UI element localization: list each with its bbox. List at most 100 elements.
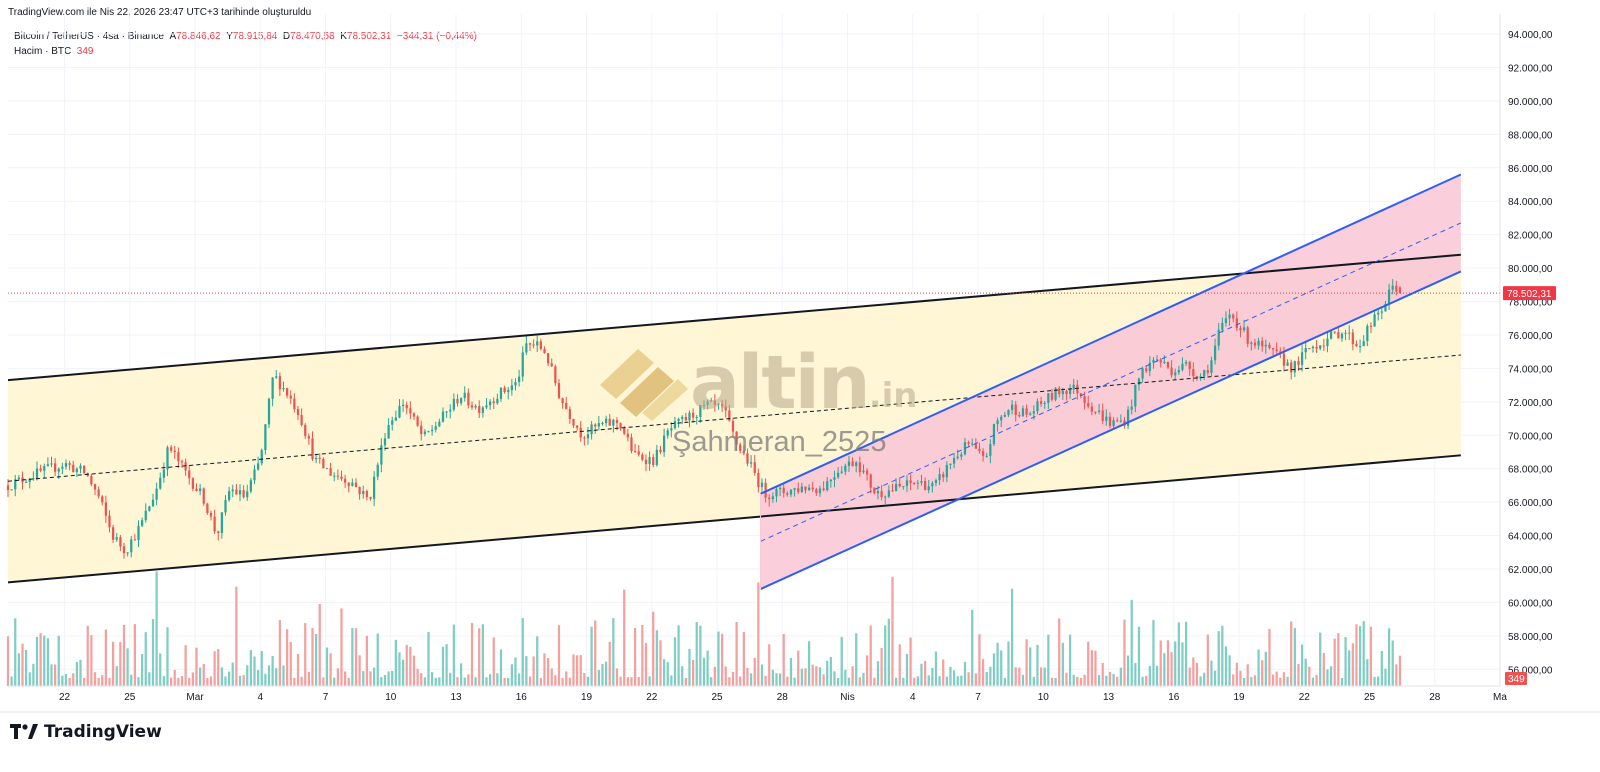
- volume-bar: [467, 674, 470, 686]
- candle-body: [1010, 404, 1014, 410]
- candle-body: [1337, 332, 1340, 339]
- candle-body: [706, 401, 709, 405]
- volume-bar: [818, 667, 822, 686]
- price-tick-label: 88.000,00: [1508, 130, 1553, 141]
- volume-bar: [1112, 673, 1115, 686]
- volume-bar: [82, 677, 86, 686]
- candle-body: [25, 481, 28, 483]
- candle-body: [702, 404, 706, 406]
- volume-bar: [162, 676, 165, 686]
- volume-bar: [655, 630, 658, 686]
- volume-bar: [521, 618, 524, 686]
- candle-body: [1083, 396, 1086, 404]
- volume-bar: [1119, 667, 1122, 686]
- candle-body: [97, 489, 100, 497]
- volume-bar: [1101, 662, 1104, 686]
- volume-bar: [601, 663, 604, 686]
- last-price-badge: [1503, 286, 1556, 301]
- candle-body: [209, 512, 213, 517]
- volume-bar: [478, 628, 481, 686]
- volume-bar: [768, 644, 771, 686]
- candle-body: [427, 431, 430, 433]
- candle-body: [1369, 325, 1373, 327]
- candle-body: [351, 482, 354, 486]
- candle-body: [1358, 346, 1362, 348]
- volume-bar: [398, 652, 401, 686]
- volume-bar: [713, 666, 716, 686]
- candle-body: [1126, 409, 1130, 426]
- candle-body: [974, 443, 977, 449]
- candle-body: [568, 409, 571, 420]
- volume-bar: [235, 586, 238, 686]
- candle-body: [1155, 359, 1159, 361]
- candle-body: [1054, 388, 1057, 400]
- volume-bar: [1210, 660, 1213, 686]
- volume-bar: [1377, 676, 1380, 686]
- volume-bar: [1036, 645, 1039, 686]
- candle-body: [927, 486, 930, 491]
- volume-bar: [1224, 646, 1228, 686]
- price-axis[interactable]: 56.000,00 58.000,00 60.000,00 62.000,00 64.0…: [1499, 14, 1556, 686]
- volume-label[interactable]: Hacim · BTC: [14, 46, 72, 57]
- candle-body: [778, 487, 782, 490]
- candle-body: [604, 418, 608, 423]
- time-axis[interactable]: 22 25 Mar 4 7 10 13 16 19 22 25 28 Nis 4 7 10 13 16 19 22 25…: [0, 685, 1600, 713]
- candle-body: [949, 463, 952, 465]
- volume-bar: [1181, 642, 1184, 686]
- candle-body: [452, 398, 455, 410]
- volume-bar: [536, 636, 539, 686]
- candle-body: [724, 406, 727, 411]
- candle-body: [1029, 413, 1032, 415]
- volume-bar: [1003, 677, 1006, 686]
- candle-body: [1203, 370, 1206, 377]
- price-tick-label: 68.000,00: [1508, 465, 1553, 476]
- candle-body: [826, 481, 829, 491]
- open-label: A: [169, 31, 177, 42]
- time-tick-label: 10: [385, 692, 397, 703]
- time-tick-label: Mar: [186, 692, 204, 703]
- candle-body: [1297, 361, 1300, 365]
- volume-bar: [90, 635, 93, 686]
- volume-bar: [923, 661, 927, 686]
- volume-bar: [111, 641, 115, 686]
- symbol-line[interactable]: Bitcoin / TetherUS · 4sa · Binance: [14, 31, 164, 42]
- volume-bar: [731, 671, 735, 686]
- candle-body: [140, 520, 144, 526]
- volume-bar: [887, 618, 890, 686]
- volume-bar: [1228, 655, 1231, 686]
- volume-bar: [412, 655, 416, 686]
- volume-bar: [1217, 631, 1220, 686]
- candle-body: [619, 423, 622, 429]
- volume-bar: [322, 677, 325, 686]
- candle-body: [923, 481, 927, 491]
- candle-body: [641, 454, 644, 460]
- volume-bar: [1384, 668, 1387, 686]
- candle-body: [586, 434, 590, 439]
- candle-body: [1213, 345, 1217, 361]
- volume-bar: [17, 653, 20, 686]
- volume-bar: [169, 677, 173, 686]
- time-tick-label: 19: [1233, 692, 1245, 703]
- volume-bar: [510, 664, 513, 686]
- candle-body: [1047, 393, 1050, 403]
- volume-bar: [1326, 669, 1329, 686]
- candle-body: [1043, 402, 1046, 404]
- candle-body: [865, 470, 869, 475]
- candle-body: [862, 470, 865, 473]
- volume-bar: [855, 633, 858, 686]
- candle-body: [304, 424, 307, 437]
- candle-body: [6, 485, 10, 491]
- candle-body: [1322, 345, 1325, 347]
- volume-bar: [253, 656, 256, 686]
- volume-bar: [822, 674, 825, 686]
- volume-bar: [1333, 638, 1336, 686]
- footer-brand[interactable]: TradingView: [10, 722, 162, 742]
- volume-bar: [1188, 667, 1191, 686]
- candle-body: [1148, 362, 1151, 372]
- time-tick-label: 22: [59, 692, 71, 703]
- volume-bar: [391, 670, 394, 686]
- candle-body: [916, 482, 919, 484]
- volume-bar: [206, 677, 209, 686]
- candle-body: [1108, 416, 1112, 427]
